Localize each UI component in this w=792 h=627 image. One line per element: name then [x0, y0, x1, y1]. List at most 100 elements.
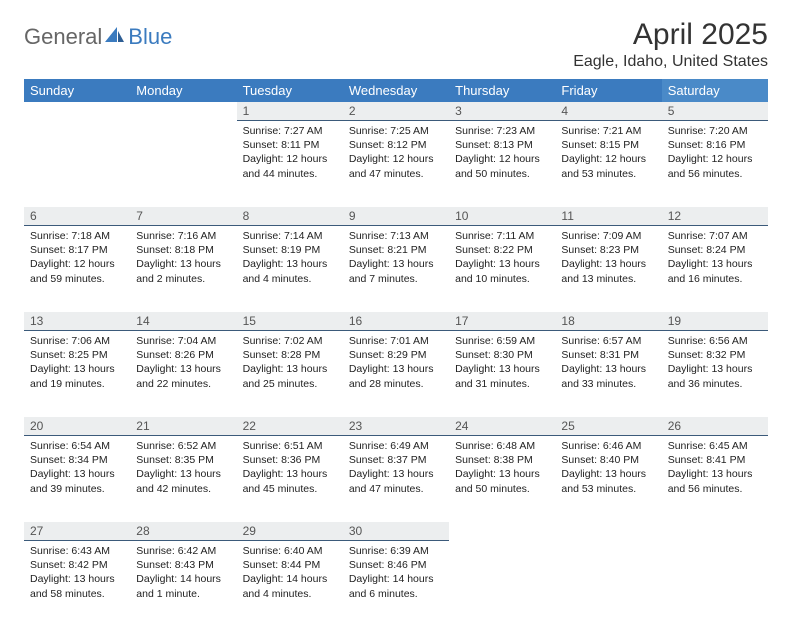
daylight-text-2: and 45 minutes.: [243, 482, 337, 496]
sunset-text: Sunset: 8:28 PM: [243, 348, 337, 362]
day-cell: Sunrise: 7:04 AMSunset: 8:26 PMDaylight:…: [130, 331, 236, 417]
day-details: Sunrise: 6:59 AMSunset: 8:30 PMDaylight:…: [449, 331, 555, 397]
daylight-text: Daylight: 13 hours: [136, 257, 230, 271]
sunrise-text: Sunrise: 6:56 AM: [668, 334, 762, 348]
day-number: 28: [130, 522, 236, 541]
sunrise-text: Sunrise: 7:13 AM: [349, 229, 443, 243]
daylight-text: Daylight: 12 hours: [455, 152, 549, 166]
day-number: 17: [449, 312, 555, 331]
day-number: 29: [237, 522, 343, 541]
day-cell: Sunrise: 7:23 AMSunset: 8:13 PMDaylight:…: [449, 121, 555, 207]
daylight-text: Daylight: 13 hours: [561, 362, 655, 376]
day-number: 6: [24, 207, 130, 226]
day-details: Sunrise: 7:13 AMSunset: 8:21 PMDaylight:…: [343, 226, 449, 292]
day-number-cell: 24: [449, 417, 555, 436]
daylight-text: Daylight: 13 hours: [455, 257, 549, 271]
sunset-text: Sunset: 8:40 PM: [561, 453, 655, 467]
sunset-text: Sunset: 8:21 PM: [349, 243, 443, 257]
weekday-header: Thursday: [449, 79, 555, 102]
sunset-text: Sunset: 8:26 PM: [136, 348, 230, 362]
day-number: 20: [24, 417, 130, 436]
day-number-cell: [449, 522, 555, 541]
day-cell: Sunrise: 7:06 AMSunset: 8:25 PMDaylight:…: [24, 331, 130, 417]
daylight-text-2: and 13 minutes.: [561, 272, 655, 286]
day-number-cell: [662, 522, 768, 541]
daylight-text-2: and 2 minutes.: [136, 272, 230, 286]
day-cell: Sunrise: 6:48 AMSunset: 8:38 PMDaylight:…: [449, 436, 555, 522]
day-cell: Sunrise: 6:54 AMSunset: 8:34 PMDaylight:…: [24, 436, 130, 522]
day-number: 4: [555, 102, 661, 121]
day-number-row: 13141516171819: [24, 312, 768, 331]
day-details: Sunrise: 7:23 AMSunset: 8:13 PMDaylight:…: [449, 121, 555, 187]
daylight-text-2: and 59 minutes.: [30, 272, 124, 286]
sunrise-text: Sunrise: 7:16 AM: [136, 229, 230, 243]
day-number: 10: [449, 207, 555, 226]
day-cell: Sunrise: 7:21 AMSunset: 8:15 PMDaylight:…: [555, 121, 661, 207]
daylight-text: Daylight: 12 hours: [243, 152, 337, 166]
day-cell: Sunrise: 6:56 AMSunset: 8:32 PMDaylight:…: [662, 331, 768, 417]
sunrise-text: Sunrise: 7:09 AM: [561, 229, 655, 243]
sunrise-text: Sunrise: 7:27 AM: [243, 124, 337, 138]
daylight-text: Daylight: 13 hours: [136, 467, 230, 481]
day-number: 1: [237, 102, 343, 121]
day-cell: [24, 121, 130, 207]
title-block: April 2025 Eagle, Idaho, United States: [573, 18, 768, 71]
sunset-text: Sunset: 8:17 PM: [30, 243, 124, 257]
day-details: Sunrise: 6:40 AMSunset: 8:44 PMDaylight:…: [237, 541, 343, 607]
day-number-cell: 15: [237, 312, 343, 331]
sunset-text: Sunset: 8:43 PM: [136, 558, 230, 572]
daylight-text: Daylight: 12 hours: [349, 152, 443, 166]
day-cell: [130, 121, 236, 207]
day-cell: Sunrise: 7:13 AMSunset: 8:21 PMDaylight:…: [343, 226, 449, 312]
day-details: Sunrise: 7:07 AMSunset: 8:24 PMDaylight:…: [662, 226, 768, 292]
sunrise-text: Sunrise: 7:20 AM: [668, 124, 762, 138]
weekday-header: Friday: [555, 79, 661, 102]
brand-part2: Blue: [128, 24, 172, 50]
daylight-text: Daylight: 13 hours: [349, 257, 443, 271]
daylight-text-2: and 16 minutes.: [668, 272, 762, 286]
day-cell: Sunrise: 7:07 AMSunset: 8:24 PMDaylight:…: [662, 226, 768, 312]
day-number-cell: 30: [343, 522, 449, 541]
day-details: Sunrise: 6:39 AMSunset: 8:46 PMDaylight:…: [343, 541, 449, 607]
day-number-cell: 9: [343, 207, 449, 226]
daylight-text-2: and 56 minutes.: [668, 482, 762, 496]
day-details: Sunrise: 7:04 AMSunset: 8:26 PMDaylight:…: [130, 331, 236, 397]
sunrise-text: Sunrise: 6:52 AM: [136, 439, 230, 453]
sunrise-text: Sunrise: 7:01 AM: [349, 334, 443, 348]
brand-part1: General: [24, 24, 102, 50]
day-details: Sunrise: 6:51 AMSunset: 8:36 PMDaylight:…: [237, 436, 343, 502]
sunset-text: Sunset: 8:41 PM: [668, 453, 762, 467]
sunset-text: Sunset: 8:12 PM: [349, 138, 443, 152]
brand-logo: General Blue: [24, 18, 172, 50]
day-number: 22: [237, 417, 343, 436]
day-cell: [555, 541, 661, 627]
daylight-text-2: and 47 minutes.: [349, 482, 443, 496]
day-number-cell: 17: [449, 312, 555, 331]
daylight-text: Daylight: 12 hours: [668, 152, 762, 166]
header: General Blue April 2025 Eagle, Idaho, Un…: [24, 18, 768, 71]
daylight-text: Daylight: 13 hours: [455, 362, 549, 376]
sunset-text: Sunset: 8:24 PM: [668, 243, 762, 257]
sunrise-text: Sunrise: 6:48 AM: [455, 439, 549, 453]
daylight-text-2: and 53 minutes.: [561, 167, 655, 181]
day-number-cell: 6: [24, 207, 130, 226]
daylight-text-2: and 50 minutes.: [455, 167, 549, 181]
daylight-text-2: and 31 minutes.: [455, 377, 549, 391]
day-number-row: 6789101112: [24, 207, 768, 226]
sunrise-text: Sunrise: 7:23 AM: [455, 124, 549, 138]
day-cell: Sunrise: 6:39 AMSunset: 8:46 PMDaylight:…: [343, 541, 449, 627]
day-details: Sunrise: 6:54 AMSunset: 8:34 PMDaylight:…: [24, 436, 130, 502]
daylight-text: Daylight: 14 hours: [243, 572, 337, 586]
day-number-cell: 18: [555, 312, 661, 331]
weekday-header: Monday: [130, 79, 236, 102]
day-details: Sunrise: 7:09 AMSunset: 8:23 PMDaylight:…: [555, 226, 661, 292]
day-number-cell: 8: [237, 207, 343, 226]
sunrise-text: Sunrise: 6:51 AM: [243, 439, 337, 453]
weekday-header: Saturday: [662, 79, 768, 102]
day-details: Sunrise: 6:48 AMSunset: 8:38 PMDaylight:…: [449, 436, 555, 502]
daylight-text-2: and 4 minutes.: [243, 587, 337, 601]
sunset-text: Sunset: 8:32 PM: [668, 348, 762, 362]
daylight-text-2: and 4 minutes.: [243, 272, 337, 286]
day-cell: Sunrise: 7:11 AMSunset: 8:22 PMDaylight:…: [449, 226, 555, 312]
day-number: 13: [24, 312, 130, 331]
